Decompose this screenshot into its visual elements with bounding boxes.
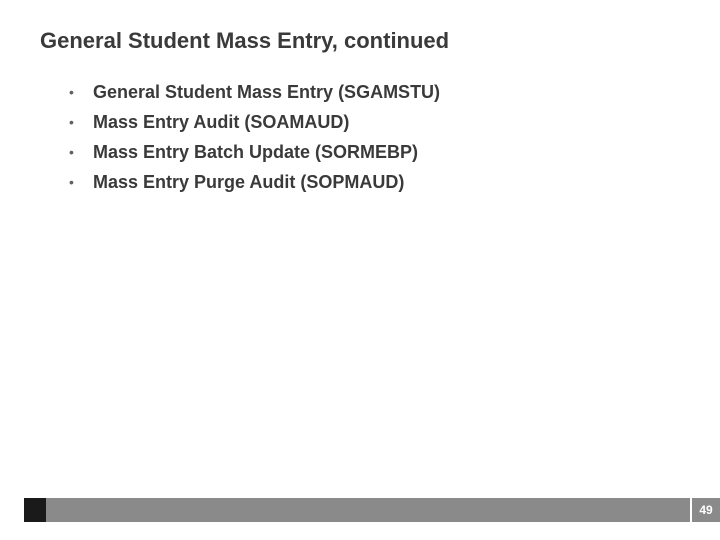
bullet-text: Mass Entry Audit (SOAMAUD): [93, 108, 349, 136]
bullet-text: Mass Entry Purge Audit (SOPMAUD): [93, 168, 404, 196]
bullet-icon: •: [65, 108, 93, 136]
bullet-text: General Student Mass Entry (SGAMSTU): [93, 78, 440, 106]
footer-accent: [24, 498, 46, 522]
bullet-icon: •: [65, 168, 93, 196]
bullet-icon: •: [65, 138, 93, 166]
footer-strip: [46, 498, 690, 522]
bullet-text: Mass Entry Batch Update (SORMEBP): [93, 138, 418, 166]
list-item: • Mass Entry Audit (SOAMAUD): [65, 108, 680, 136]
slide: General Student Mass Entry, continued • …: [0, 0, 720, 540]
footer-bar: 49: [24, 498, 720, 522]
page-number: 49: [692, 498, 720, 522]
slide-title: General Student Mass Entry, continued: [40, 28, 449, 54]
list-item: • General Student Mass Entry (SGAMSTU): [65, 78, 680, 106]
bullet-icon: •: [65, 78, 93, 106]
list-item: • Mass Entry Batch Update (SORMEBP): [65, 138, 680, 166]
list-item: • Mass Entry Purge Audit (SOPMAUD): [65, 168, 680, 196]
bullet-list: • General Student Mass Entry (SGAMSTU) •…: [65, 78, 680, 198]
